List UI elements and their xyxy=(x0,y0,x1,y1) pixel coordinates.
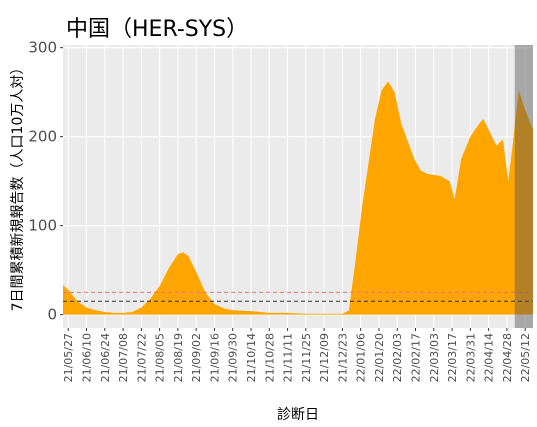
x-tick-label: 22/02/17 xyxy=(410,333,423,382)
x-tick-label: 21/12/23 xyxy=(336,333,349,382)
x-tick-label: 21/11/25 xyxy=(300,333,313,382)
x-tick-label: 22/04/14 xyxy=(483,333,496,382)
x-tick-label: 21/09/30 xyxy=(227,333,240,382)
y-tick-label: 300 xyxy=(28,39,57,57)
shaded-region xyxy=(514,45,533,328)
x-tick-label: 21/07/22 xyxy=(135,333,148,382)
area xyxy=(63,81,533,315)
x-tick-label: 22/01/06 xyxy=(355,333,368,382)
y-tick-label: 200 xyxy=(28,128,57,146)
x-tick-label: 21/05/27 xyxy=(62,333,75,382)
x-tick-label: 21/06/10 xyxy=(81,333,94,382)
chart-title: 中国（HER-SYS） xyxy=(66,17,248,42)
x-tick-label: 21/10/14 xyxy=(245,333,258,382)
x-tick-label: 21/09/02 xyxy=(190,333,203,382)
x-tick-label: 21/12/09 xyxy=(318,333,331,382)
y-tick-label: 100 xyxy=(28,217,57,235)
x-tick-label: 22/05/12 xyxy=(519,333,532,382)
x-tick-label: 21/10/28 xyxy=(263,333,276,382)
x-axis-title: 診断日 xyxy=(277,407,319,423)
x-tick-label: 22/03/03 xyxy=(428,333,441,382)
x-tick-label: 22/02/03 xyxy=(391,333,404,382)
x-tick-label: 21/08/05 xyxy=(154,333,167,382)
x-tick-label: 21/09/16 xyxy=(208,333,221,382)
y-tick-label: 0 xyxy=(47,306,57,324)
x-tick-label: 22/03/31 xyxy=(464,333,477,382)
x-tick-label: 21/11/11 xyxy=(282,333,295,382)
x-tick-label: 21/07/08 xyxy=(117,333,130,382)
x-tick-label: 21/08/19 xyxy=(172,333,185,382)
x-tick-label: 22/04/28 xyxy=(501,333,514,382)
x-tick-label: 22/01/20 xyxy=(373,333,386,382)
x-tick-label: 21/06/24 xyxy=(99,333,112,382)
x-tick-label: 22/03/17 xyxy=(446,333,459,382)
y-axis-title: 7日間累積新規報告数（人口10万人対） xyxy=(10,61,26,312)
